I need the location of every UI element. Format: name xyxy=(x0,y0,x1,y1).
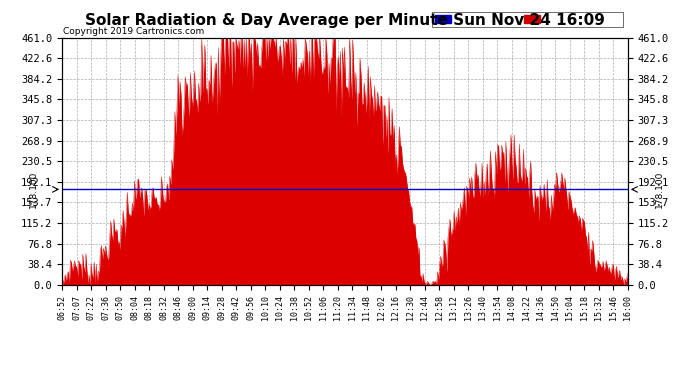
Text: 178.100: 178.100 xyxy=(29,171,39,208)
Legend: Median (w/m2), Radiation (w/m2): Median (w/m2), Radiation (w/m2) xyxy=(432,12,623,27)
Text: 178.100: 178.100 xyxy=(655,171,664,208)
Text: Solar Radiation & Day Average per Minute Sun Nov 24 16:09: Solar Radiation & Day Average per Minute… xyxy=(85,13,605,28)
Text: Copyright 2019 Cartronics.com: Copyright 2019 Cartronics.com xyxy=(63,27,204,36)
